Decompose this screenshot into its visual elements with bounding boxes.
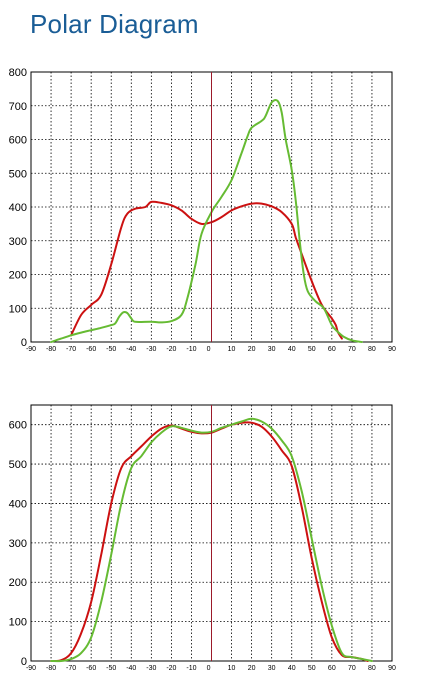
y-tick-label: 800	[9, 67, 27, 79]
y-tick-label: 400	[9, 498, 27, 510]
x-tick-label: 60	[328, 665, 336, 672]
x-tick-label: -50	[106, 665, 116, 672]
x-tick-label: 30	[268, 346, 276, 353]
x-tick-label: -90	[26, 346, 36, 353]
x-tick-label: 30	[268, 665, 276, 672]
y-tick-label: 400	[9, 202, 27, 214]
series-line-green	[50, 99, 363, 343]
x-tick-label: 10	[228, 665, 236, 672]
x-tick-label: 60	[328, 346, 336, 353]
x-tick-label: 20	[248, 346, 256, 353]
x-tick-label: 10	[228, 346, 236, 353]
x-tick-label: -10	[186, 665, 196, 672]
x-tick-label: 40	[288, 346, 296, 353]
y-tick-label: 0	[21, 337, 27, 349]
x-tick-label: 80	[368, 665, 376, 672]
x-tick-label: 40	[288, 665, 296, 672]
x-tick-label: 0	[207, 346, 211, 353]
x-tick-label: -70	[66, 346, 76, 353]
y-tick-label: 500	[9, 459, 27, 471]
x-tick-label: -20	[166, 665, 176, 672]
x-tick-label: -30	[146, 665, 156, 672]
x-tick-label: -30	[146, 346, 156, 353]
series-line-red	[70, 200, 343, 340]
y-tick-label: 100	[9, 303, 27, 315]
y-tick-label: 600	[9, 135, 27, 147]
y-tick-label: 600	[9, 420, 27, 432]
y-tick-label: 100	[9, 617, 27, 629]
x-tick-label: -40	[126, 346, 136, 353]
series-line-red	[50, 421, 369, 663]
y-tick-label: 700	[9, 101, 27, 113]
x-tick-label: 90	[388, 346, 396, 353]
y-tick-label: 200	[9, 270, 27, 282]
x-tick-label: -90	[26, 665, 36, 672]
x-tick-label: 90	[388, 665, 396, 672]
x-tick-label: 80	[368, 346, 376, 353]
x-tick-label: 70	[348, 346, 356, 353]
x-tick-label: 20	[248, 665, 256, 672]
y-tick-label: 200	[9, 577, 27, 589]
x-tick-label: -40	[126, 665, 136, 672]
x-tick-label: -20	[166, 346, 176, 353]
x-tick-label: -80	[46, 346, 56, 353]
x-tick-label: -50	[106, 346, 116, 353]
x-tick-label: -80	[46, 665, 56, 672]
x-tick-label: 70	[348, 665, 356, 672]
x-tick-label: -60	[86, 346, 96, 353]
page-title: Polar Diagram	[30, 9, 199, 39]
y-tick-label: 0	[21, 656, 27, 668]
x-tick-label: 0	[207, 665, 211, 672]
x-tick-label: 50	[308, 346, 316, 353]
y-tick-label: 300	[9, 538, 27, 550]
x-tick-label: -70	[66, 665, 76, 672]
x-tick-label: 50	[308, 665, 316, 672]
x-tick-label: -10	[186, 346, 196, 353]
y-tick-label: 300	[9, 236, 27, 248]
y-tick-label: 500	[9, 168, 27, 180]
x-tick-label: -60	[86, 665, 96, 672]
